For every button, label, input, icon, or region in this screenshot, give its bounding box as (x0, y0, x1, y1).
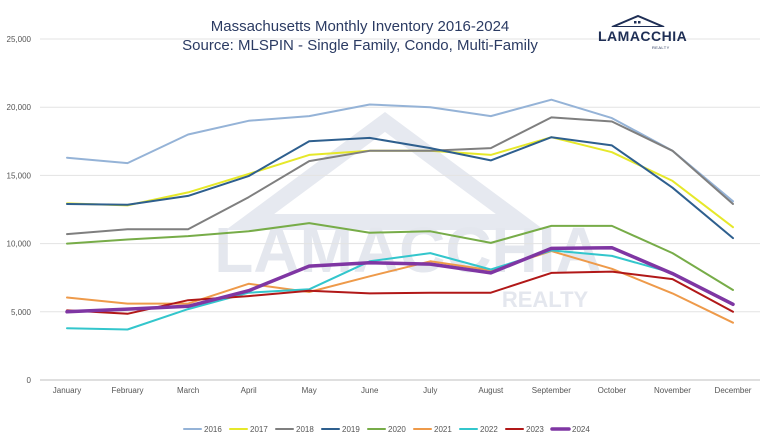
chart-subtitle: Source: MLSPIN - Single Family, Condo, M… (182, 37, 538, 54)
series-line-2024 (65, 245, 735, 314)
x-tick-label: June (361, 386, 379, 395)
brand-logo: LAMACCHIA REALTY (598, 15, 688, 51)
legend-label-2018: 2018 (296, 425, 314, 434)
logo-wordmark: LAMACCHIA (598, 28, 688, 44)
series-lines (65, 98, 735, 331)
legend-label-2017: 2017 (250, 425, 268, 434)
chart-title: Massachusetts Monthly Inventory 2016-202… (210, 18, 510, 35)
x-tick-label: December (715, 386, 752, 395)
y-tick-label: 25,000 (7, 35, 32, 44)
legend-label-2024: 2024 (572, 425, 590, 434)
x-tick-label: April (241, 386, 257, 395)
series-line-2016 (66, 98, 734, 203)
x-tick-label: October (598, 386, 627, 395)
legend-label-2016: 2016 (204, 425, 222, 434)
y-tick-label: 10,000 (7, 240, 32, 249)
legend-label-2019: 2019 (342, 425, 360, 434)
legend-label-2020: 2020 (388, 425, 406, 434)
series-line-2022 (66, 249, 734, 331)
y-tick-label: 15,000 (7, 171, 32, 180)
x-axis-ticks: January February March April May June July Augu… (53, 386, 752, 395)
x-tick-label: May (302, 386, 317, 395)
y-tick-label: 5,000 (11, 308, 32, 317)
x-tick-label: January (53, 386, 81, 395)
logo-subtext: REALTY (652, 45, 670, 50)
x-tick-label: February (112, 386, 144, 395)
legend-label-2021: 2021 (434, 425, 452, 434)
series-line-2023 (66, 270, 734, 315)
x-tick-label: September (532, 386, 571, 395)
house-roof-icon (611, 15, 665, 27)
y-tick-label: 0 (27, 376, 32, 385)
legend-label-2022: 2022 (480, 425, 498, 434)
watermark-name: LAMACCHIA (214, 214, 602, 286)
legend-label-2023: 2023 (526, 425, 544, 434)
gridlines (40, 38, 760, 381)
x-tick-label: March (177, 386, 199, 395)
legend: 2016 2017 2018 2019 2020 2021 2022 2023 2024 (183, 425, 590, 434)
watermark-sub: REALTY (502, 287, 589, 312)
x-tick-label: July (423, 386, 437, 395)
watermark-roof (225, 112, 545, 230)
series-line-2018 (66, 116, 734, 236)
y-tick-label: 20,000 (7, 103, 32, 112)
x-tick-label: August (478, 386, 504, 395)
series-line-2020 (66, 222, 734, 291)
series-line-2019 (66, 136, 734, 240)
y-axis-ticks: 0 5,000 10,000 15,000 20,000 25,000 (7, 35, 32, 385)
x-tick-label: November (654, 386, 691, 395)
